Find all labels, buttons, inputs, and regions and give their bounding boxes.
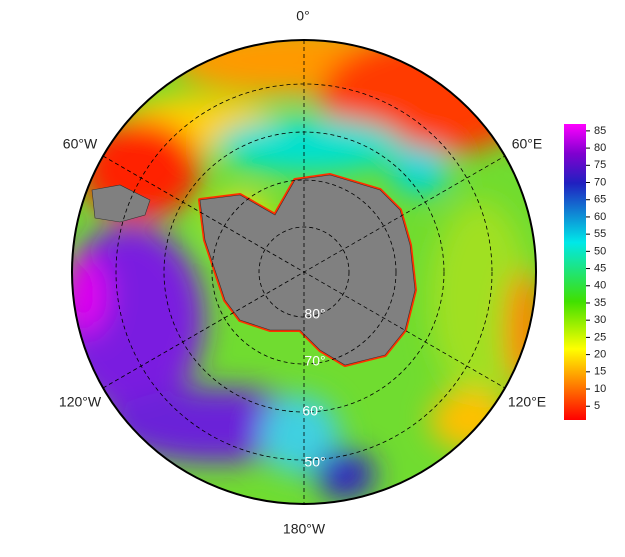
colorbar-tick-label: 35 [594, 297, 606, 309]
colorbar-tick-label: 15 [594, 366, 606, 378]
colorbar-tick-label: 10 [594, 383, 606, 395]
colorbar-tick-label: 5 [594, 400, 600, 412]
colorbar-tick-label: 50 [594, 245, 606, 257]
colorbar-tick-label: 80 [594, 142, 606, 154]
colorbar-tick-label: 70 [594, 176, 606, 188]
longitude-label: 120°W [59, 394, 102, 410]
colorbar-tick-label: 20 [594, 349, 606, 361]
colorbar-tick-label: 65 [594, 194, 606, 206]
longitude-label: 60°W [63, 136, 98, 152]
latitude-label: 80° [304, 306, 325, 322]
latitude-label: 60° [302, 403, 323, 419]
colorbar-tick-label: 55 [594, 228, 606, 240]
latitude-label: 50° [304, 454, 325, 470]
colorbar-tick-label: 60 [594, 211, 606, 223]
map-outline [71, 39, 537, 505]
colorbar-tick-label: 85 [594, 125, 606, 137]
colorbar [564, 124, 586, 420]
colorbar-tick-label: 30 [594, 314, 606, 326]
longitude-label: 60°E [512, 136, 543, 152]
colorbar-tick-label: 75 [594, 159, 606, 171]
latitude-label: 70° [304, 353, 325, 369]
colorbar-tick-label: 40 [594, 280, 606, 292]
longitude-label: 120°E [508, 394, 546, 410]
colorbar-tick-label: 25 [594, 331, 606, 343]
longitude-label: 180°W [283, 521, 326, 537]
colorbar-tick-label: 45 [594, 262, 606, 274]
map-field [72, 40, 536, 504]
longitude-label: 0° [296, 8, 309, 24]
